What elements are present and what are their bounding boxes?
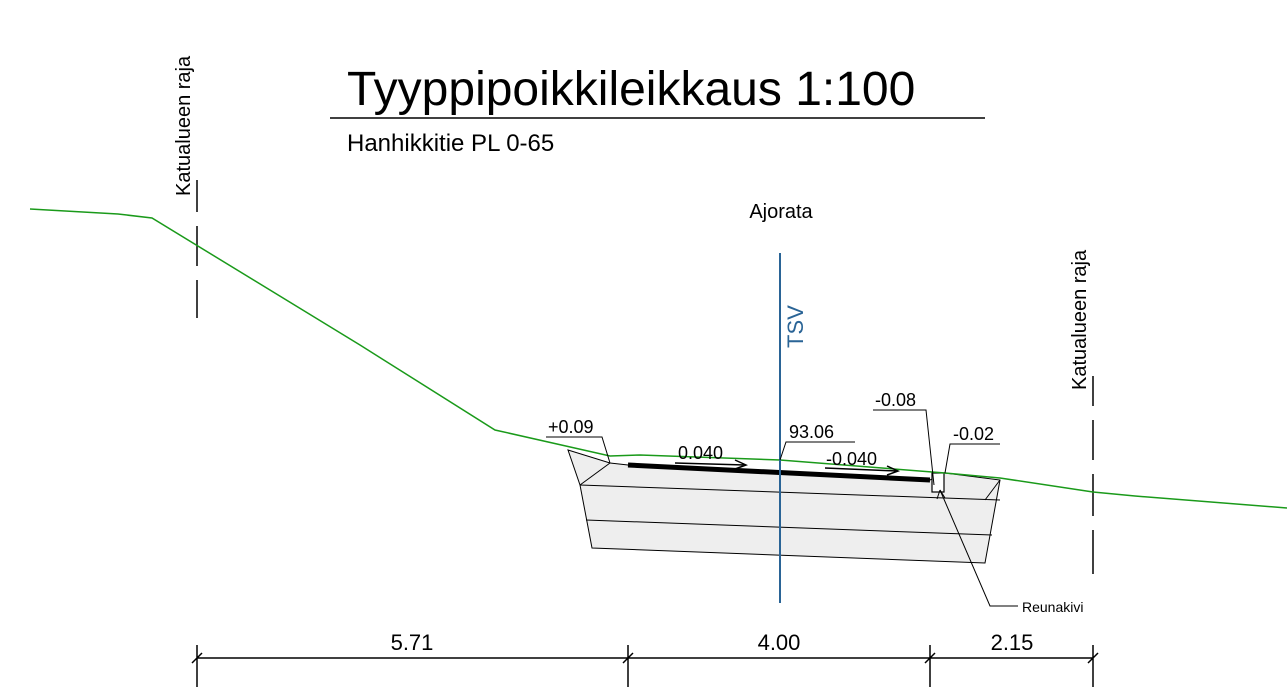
subtitle: Hanhikkitie PL 0-65 [347,130,554,157]
dimension-label: 5.71 [391,630,434,655]
leader [939,489,1018,607]
slope-arrow [674,459,748,470]
leader [779,441,855,461]
slope-label: -0.040 [826,449,877,469]
leader [873,409,935,486]
boundary-label: Katualueen raja [1069,249,1091,390]
centerline-label: TSV [783,305,808,348]
section-label: Ajorata [749,201,813,223]
title: Tyyppipoikkileikkaus 1:100 [347,63,915,116]
layer-lines [579,462,1001,536]
curb-name: Reunakivi [1022,599,1083,615]
dimension-line [191,645,1099,687]
boundary-label: Katualueen raja [173,55,195,196]
height-label: 93.06 [789,422,834,442]
ground-line [29,208,1287,509]
dimension-label: 4.00 [758,630,801,655]
height-label: +0.09 [548,417,594,437]
leader [944,443,1000,474]
slope-arrow [824,465,900,476]
height-label: -0.08 [875,390,916,410]
leader [546,436,611,464]
height-label: -0.02 [953,424,994,444]
slope-label: 0.040 [678,443,723,463]
dimension-label: 2.15 [991,630,1034,655]
leader-arrow [936,489,946,500]
